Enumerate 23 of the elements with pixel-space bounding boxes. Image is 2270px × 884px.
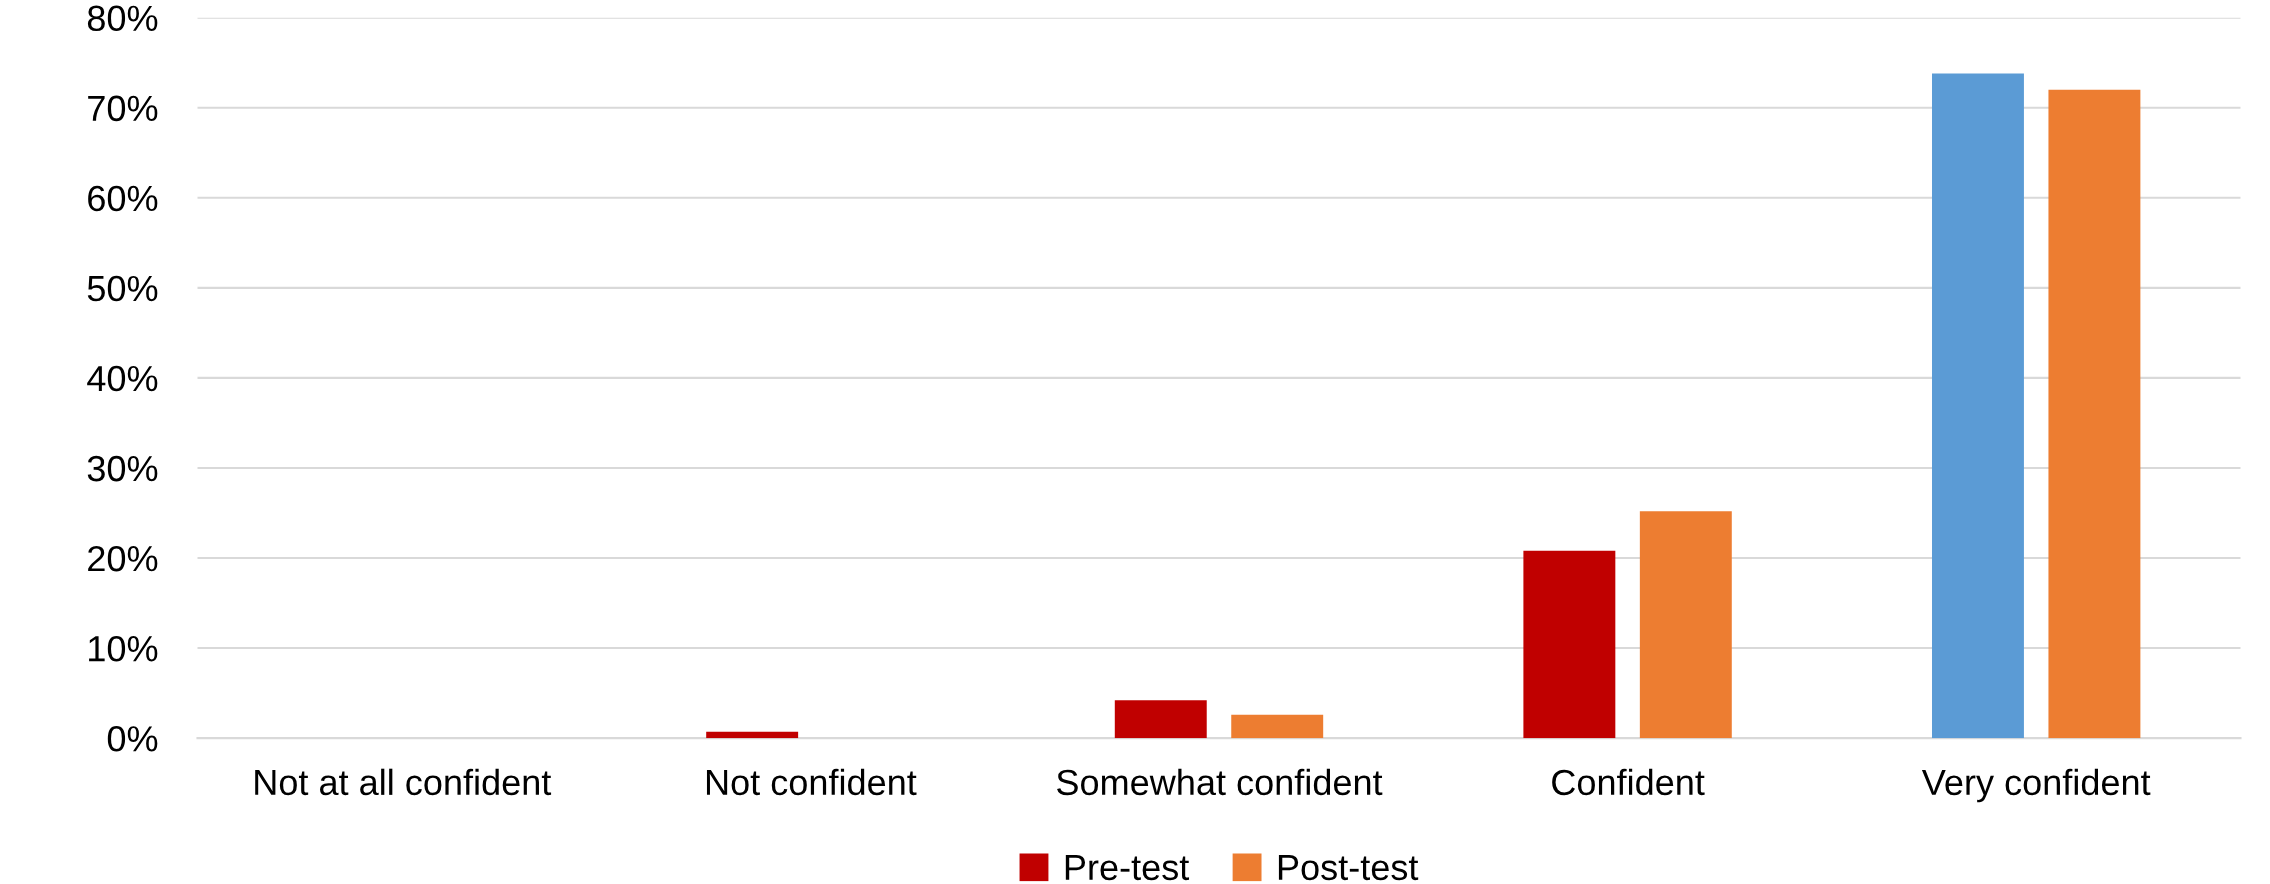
legend-label: Post-test bbox=[1278, 855, 1419, 881]
x-tick-label: Confident bbox=[1552, 768, 1705, 796]
x-tick-label: Not confident bbox=[706, 768, 917, 796]
x-tick-label: Somewhat confident bbox=[1057, 768, 1383, 796]
y-tick-label: 20% bbox=[88, 545, 158, 572]
y-tick-label: 0% bbox=[107, 726, 158, 752]
y-tick-label: 70% bbox=[88, 95, 158, 122]
x-tick-label: Very confident bbox=[1921, 768, 2151, 803]
y-tick-label: 60% bbox=[88, 185, 158, 212]
y-tick-label: 80% bbox=[87, 5, 158, 32]
bar bbox=[706, 731, 799, 739]
y-tick-label: 40% bbox=[87, 365, 158, 392]
bar bbox=[2048, 89, 2141, 739]
bar bbox=[1639, 511, 1732, 739]
y-tick-label: 10% bbox=[89, 635, 158, 662]
y-tick-label: 30% bbox=[87, 455, 158, 482]
bar bbox=[1523, 550, 1616, 739]
bar bbox=[1231, 714, 1324, 739]
bar bbox=[1932, 73, 2024, 739]
y-tick-label: 50% bbox=[87, 275, 158, 302]
bar bbox=[1114, 700, 1207, 739]
legend-label: Pre-test bbox=[1065, 855, 1190, 881]
x-tick-label: Not at all confident bbox=[255, 768, 552, 796]
